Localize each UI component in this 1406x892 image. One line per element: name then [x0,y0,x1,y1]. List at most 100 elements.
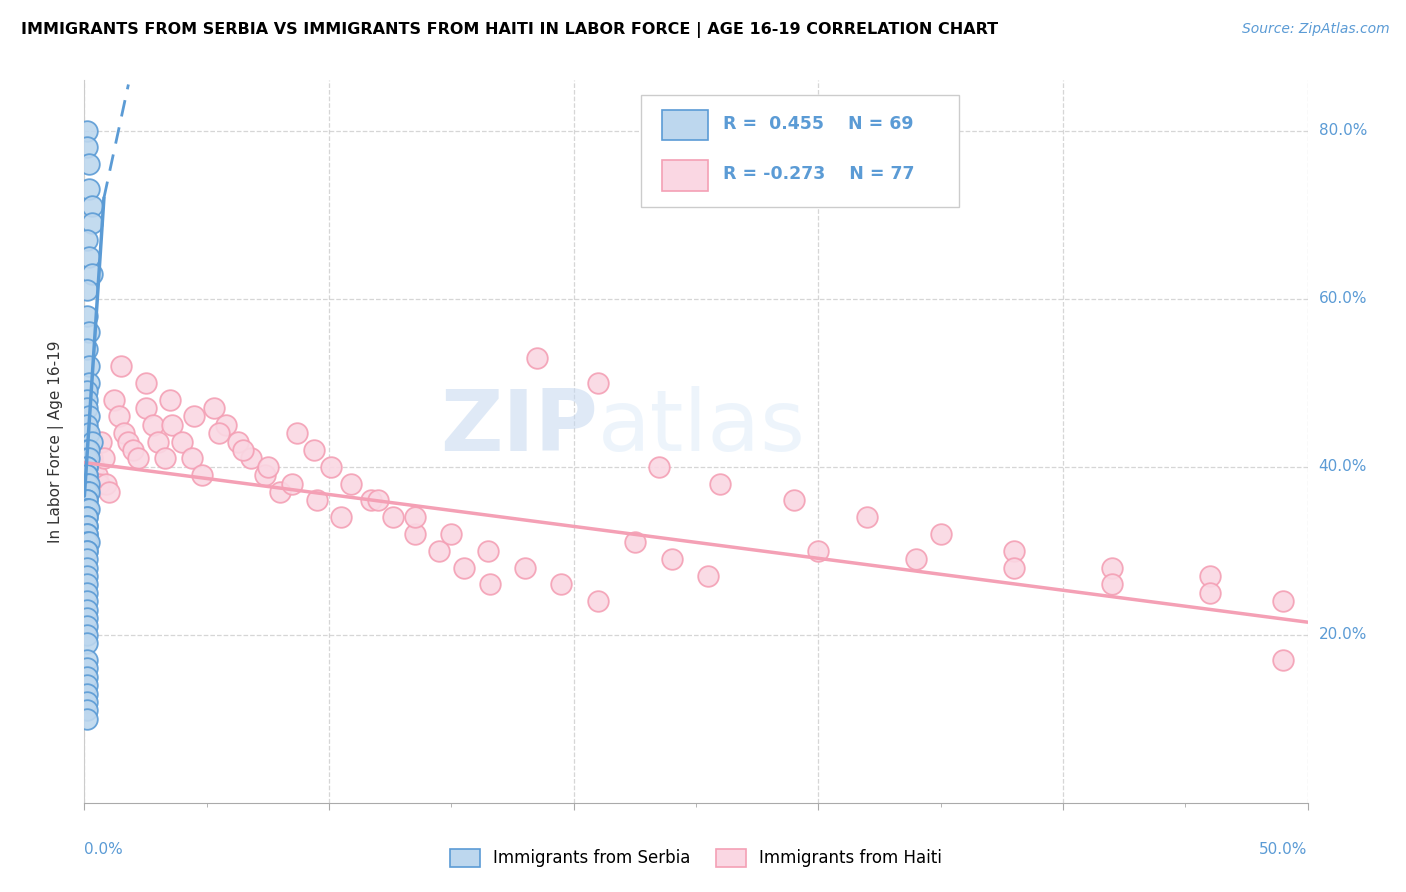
Point [80,451,103,466]
Point [76,518,98,533]
Point [76,687,98,701]
Point [586,594,609,608]
Point [76,493,98,508]
Point [76,510,98,524]
Point [77,157,100,171]
Point [1198,569,1220,583]
Point [77,476,100,491]
Text: Source: ZipAtlas.com: Source: ZipAtlas.com [1241,22,1389,37]
Point [856,510,879,524]
Point [281,476,304,491]
Point [76,124,98,138]
Point [76,636,98,650]
Point [360,493,382,508]
Point [77,182,100,196]
Point [1101,560,1123,574]
Point [285,426,308,441]
Point [783,493,806,508]
Point [96,476,118,491]
Point [76,586,98,600]
Point [381,510,404,524]
Point [648,459,671,474]
Point [254,468,277,483]
Point [76,384,98,398]
Point [77,442,100,457]
Point [77,485,100,500]
Point [905,552,928,566]
Point [159,392,181,407]
Point [1272,653,1295,667]
Point [228,434,250,449]
Point [162,417,184,432]
Point [76,518,98,533]
Point [77,535,100,549]
Point [87,476,110,491]
Point [76,653,98,667]
Point [76,527,98,541]
Point [77,326,100,340]
Point [513,560,536,574]
Point [76,661,98,675]
Point [103,392,125,407]
Point [76,552,98,566]
Point [76,493,98,508]
Point [76,476,98,491]
Point [77,409,100,424]
Text: atlas: atlas [598,385,806,468]
Point [76,594,98,608]
Point [107,409,129,424]
Point [112,426,135,441]
Point [80,434,103,449]
Point [1198,586,1220,600]
Point [404,527,426,541]
Point [1272,594,1295,608]
Point [80,267,103,281]
Point [93,451,115,466]
Point [76,309,98,323]
Point [172,434,194,449]
Point [321,459,343,474]
Point [76,451,98,466]
Point [142,417,165,432]
Point [76,417,98,432]
Point [77,250,100,264]
Point [80,199,103,213]
Point [76,569,98,583]
Point [77,501,100,516]
Point [76,283,98,297]
Point [76,560,98,574]
Point [305,493,328,508]
Point [76,140,98,154]
Point [807,543,830,558]
FancyBboxPatch shape [662,161,709,191]
Point [76,501,98,516]
Point [404,510,426,524]
Point [76,527,98,541]
Point [76,712,98,726]
FancyBboxPatch shape [662,110,709,140]
Point [709,476,731,491]
Text: 40.0%: 40.0% [1319,459,1367,475]
Point [76,485,98,500]
FancyBboxPatch shape [641,95,959,207]
Point [83,459,105,474]
Point [202,401,225,415]
Point [86,468,108,483]
Point [76,543,98,558]
Text: 80.0%: 80.0% [1319,123,1367,138]
Point [1002,543,1025,558]
Text: ZIP: ZIP [440,385,598,468]
Text: 0.0%: 0.0% [84,842,124,856]
Point [215,417,238,432]
Point [80,216,103,230]
Point [76,543,98,558]
Text: 60.0%: 60.0% [1319,291,1367,306]
Point [427,543,450,558]
Point [340,476,363,491]
Point [269,485,291,500]
Point [110,359,132,373]
Point [1002,560,1025,574]
Point [77,426,100,441]
Point [90,434,112,449]
Point [153,451,176,466]
